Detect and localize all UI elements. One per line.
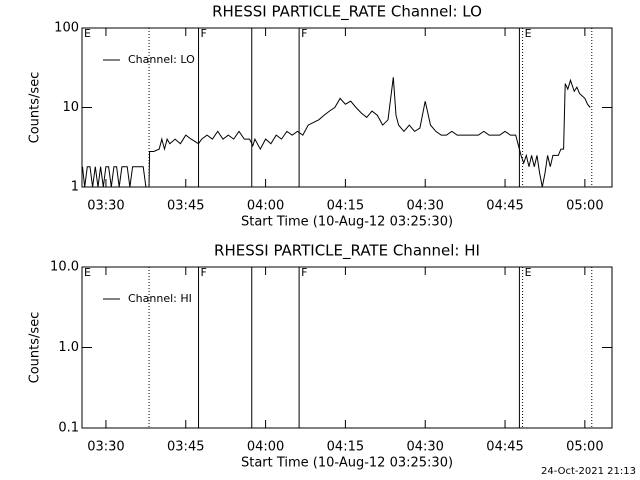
x-tick-label: 04:30: [406, 199, 443, 214]
legend-label: Channel: LO: [128, 53, 195, 66]
flag-label: E: [84, 27, 91, 40]
data-line: [82, 77, 591, 188]
x-tick-label: 04:15: [327, 440, 364, 455]
x-tick-label: 03:45: [167, 440, 204, 455]
x-tick-label: 03:30: [87, 199, 124, 214]
flag-label: E: [525, 266, 532, 279]
x-tick-label: 03:30: [87, 440, 124, 455]
x-tick-label: 03:45: [167, 199, 204, 214]
flag-label: F: [201, 266, 207, 279]
x-axis-label: Start Time (10-Aug-12 03:25:30): [241, 456, 453, 471]
x-tick-label: 04:45: [486, 199, 523, 214]
flag-label: E: [525, 27, 532, 40]
chart-title: RHESSI PARTICLE_RATE Channel: LO: [212, 3, 482, 22]
x-tick-label: 04:45: [486, 440, 523, 455]
x-tick-label: 04:00: [247, 440, 284, 455]
flag-label: F: [201, 27, 207, 40]
x-tick-label: 04:30: [406, 440, 443, 455]
flag-label: F: [301, 266, 307, 279]
flag-label: E: [84, 266, 91, 279]
y-tick-label: 100: [54, 21, 79, 36]
x-tick-label: 05:00: [566, 440, 603, 455]
y-axis-label: Counts/sec: [28, 72, 43, 144]
y-tick-label: 1.0: [58, 340, 79, 355]
x-axis-label: Start Time (10-Aug-12 03:25:30): [241, 215, 453, 230]
chart-title: RHESSI PARTICLE_RATE Channel: HI: [214, 242, 480, 261]
legend-label: Channel: HI: [128, 292, 192, 305]
y-tick-label: 0.1: [58, 421, 79, 436]
x-tick-label: 04:00: [247, 199, 284, 214]
x-tick-label: 05:00: [566, 199, 603, 214]
y-tick-label: 10: [62, 100, 79, 115]
flag-label: F: [301, 27, 307, 40]
timestamp: 24-Oct-2021 21:13: [541, 466, 636, 477]
y-tick-label: 1: [71, 180, 79, 195]
y-axis-label: Counts/sec: [28, 312, 43, 384]
x-tick-label: 04:15: [327, 199, 364, 214]
y-tick-label: 10.0: [50, 260, 79, 275]
